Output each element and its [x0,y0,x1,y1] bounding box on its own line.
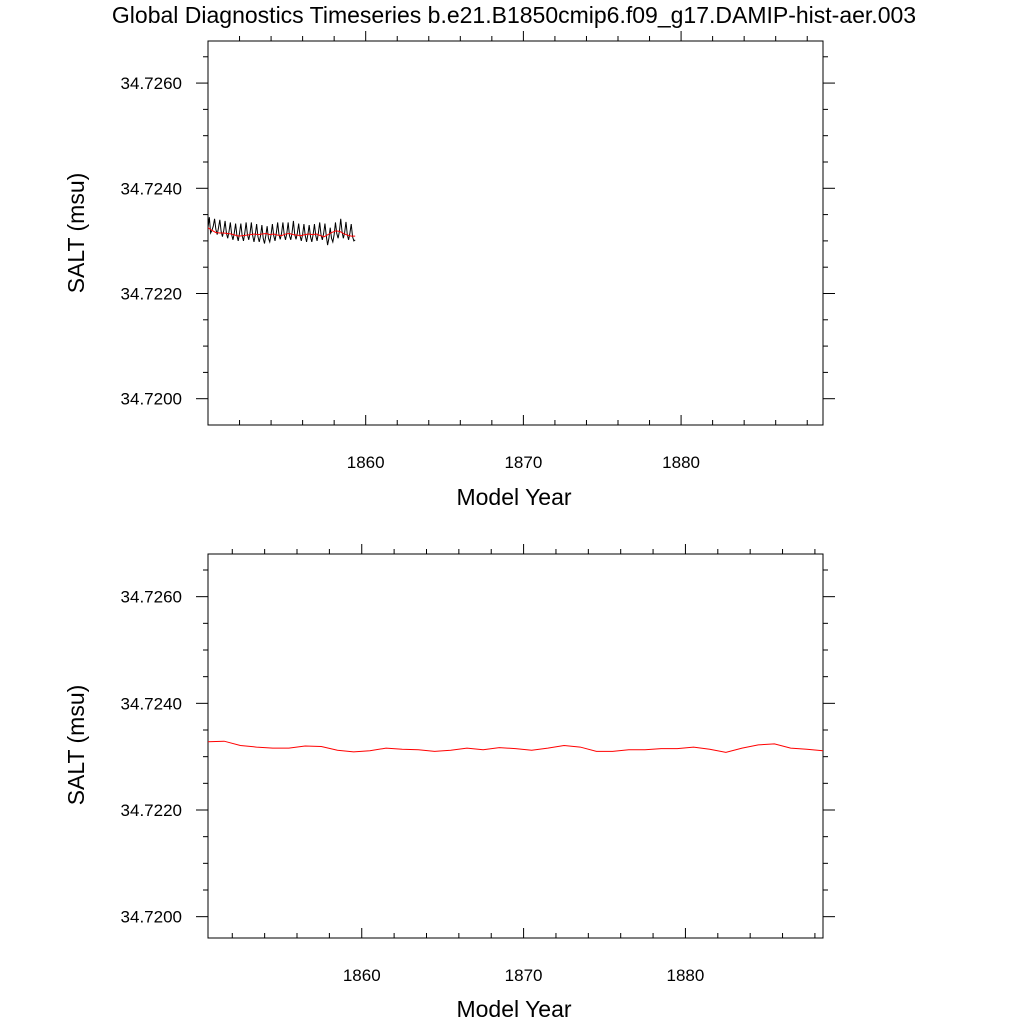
top-monthly-series-line [208,217,356,246]
top-x-tick-label: 1870 [504,453,542,472]
top-x-axis-label: Model Year [456,484,571,510]
top-panel: Model Year SALT (msu) 1860 1870 1880 34.720… [63,31,835,510]
bottom-panel: Model Year SALT (msu) 1860 1870 1880 34.720… [63,544,835,1022]
figure-title: Global Diagnostics Timeseries b.e21.B185… [112,2,916,28]
top-y-tick-label: 34.7240 [121,179,182,198]
bottom-y-tick-label: 34.7220 [121,801,182,820]
top-y-tick-label: 34.7220 [121,284,182,303]
bottom-y-tick-label: 34.7200 [121,908,182,927]
top-y-tick-label: 34.7260 [121,74,182,93]
bottom-plot-frame [207,553,824,939]
top-plot-frame [207,40,824,426]
bottom-x-axis-label: Model Year [456,996,571,1022]
top-y-tick-label: 34.7200 [121,390,182,409]
top-x-tick-label: 1860 [347,453,385,472]
bottom-annual-series-line [208,740,823,753]
bottom-x-tick-label: 1860 [343,966,381,985]
top-x-tick-label: 1880 [662,453,700,472]
top-y-axis-label: SALT (msu) [63,173,89,294]
bottom-y-axis-label: SALT (msu) [63,685,89,806]
top-annual-mean-line [208,227,356,238]
bottom-y-tick-label: 34.7240 [121,694,182,713]
bottom-y-tick-label: 34.7260 [121,588,182,607]
bottom-x-tick-label: 1870 [505,966,543,985]
bottom-x-tick-label: 1880 [667,966,705,985]
